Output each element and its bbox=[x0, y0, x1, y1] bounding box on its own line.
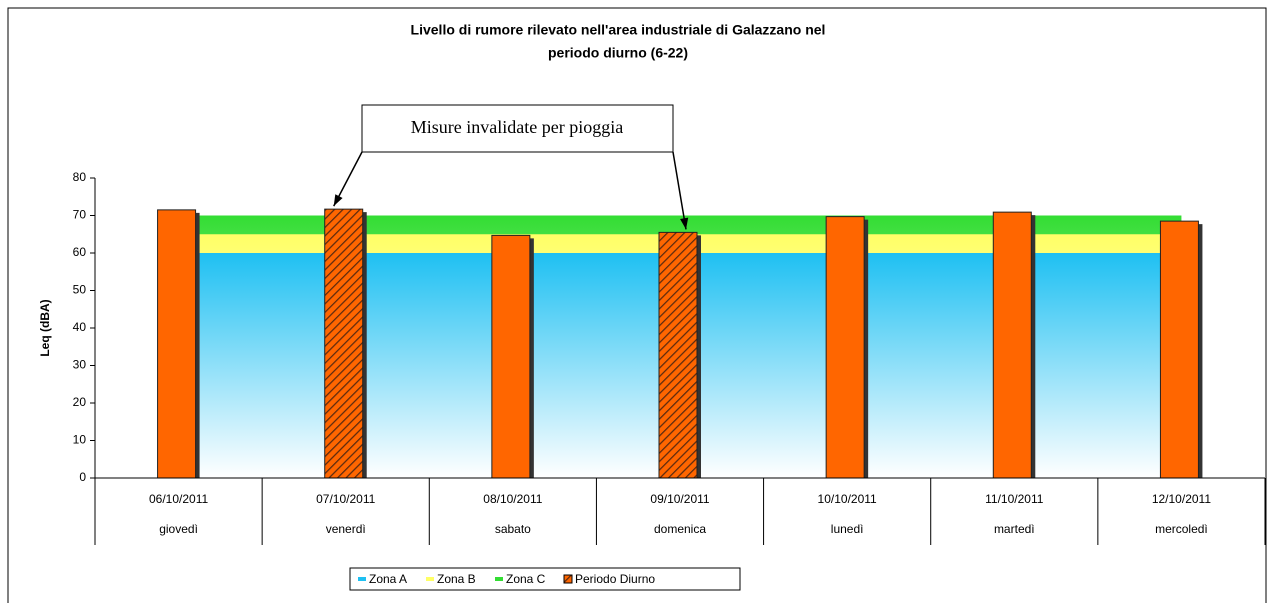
bar bbox=[157, 209, 197, 479]
bar bbox=[825, 216, 865, 479]
chart-title: Livello di rumore rilevato nell'area ind… bbox=[411, 22, 826, 38]
annotation-arrow bbox=[672, 151, 687, 230]
x-tick-label: 08/10/2011 bbox=[483, 492, 542, 506]
x-group-label: martedì bbox=[994, 522, 1035, 536]
chart-title: periodo diurno (6-22) bbox=[548, 45, 688, 61]
arrow-head bbox=[680, 217, 689, 230]
legend-swatch bbox=[563, 574, 573, 584]
annotation: Misure invalidate per pioggia bbox=[411, 117, 623, 137]
x-tick-label: 12/10/2011 bbox=[1152, 492, 1211, 506]
bar bbox=[658, 231, 698, 479]
legend-swatch bbox=[495, 577, 503, 581]
y-tick-label: 40 bbox=[73, 320, 87, 334]
y-tick-label: 80 bbox=[73, 170, 87, 184]
legend bbox=[349, 567, 741, 591]
y-tick-label: 20 bbox=[73, 395, 87, 409]
legend-label: Zona B bbox=[437, 572, 476, 586]
y-tick-label: 50 bbox=[73, 283, 87, 297]
bar bbox=[324, 208, 364, 479]
legend-label: Zona A bbox=[369, 572, 407, 586]
x-group-label: sabato bbox=[495, 522, 531, 536]
y-axis-title: Leq (dBA) bbox=[38, 299, 52, 356]
y-tick-label: 10 bbox=[73, 433, 87, 447]
bar bbox=[491, 234, 531, 479]
x-tick-label: 09/10/2011 bbox=[650, 492, 709, 506]
x-group-label: giovedì bbox=[159, 522, 198, 536]
legend-swatch bbox=[358, 577, 366, 581]
y-tick-label: 70 bbox=[73, 208, 87, 222]
x-group-label: mercoledì bbox=[1155, 522, 1208, 536]
x-tick-label: 06/10/2011 bbox=[149, 492, 208, 506]
y-tick-label: 60 bbox=[73, 245, 87, 259]
bar bbox=[992, 211, 1032, 479]
bar bbox=[1159, 220, 1199, 479]
x-group-label: venerdì bbox=[326, 522, 366, 536]
y-tick-label: 0 bbox=[79, 470, 86, 484]
y-tick-label: 30 bbox=[73, 358, 87, 372]
arrow-head bbox=[333, 194, 343, 207]
legend-label: Periodo Diurno bbox=[575, 572, 655, 586]
legend-swatch bbox=[426, 577, 434, 581]
chart-border bbox=[7, 7, 1267, 603]
x-tick-label: 07/10/2011 bbox=[316, 492, 375, 506]
legend-label: Zona C bbox=[506, 572, 546, 586]
annotation-box bbox=[361, 104, 674, 153]
x-group-label: domenica bbox=[654, 522, 706, 536]
x-tick-label: 11/10/2011 bbox=[985, 492, 1044, 506]
x-tick-label: 10/10/2011 bbox=[818, 492, 877, 506]
x-group-label: lunedì bbox=[831, 522, 864, 536]
